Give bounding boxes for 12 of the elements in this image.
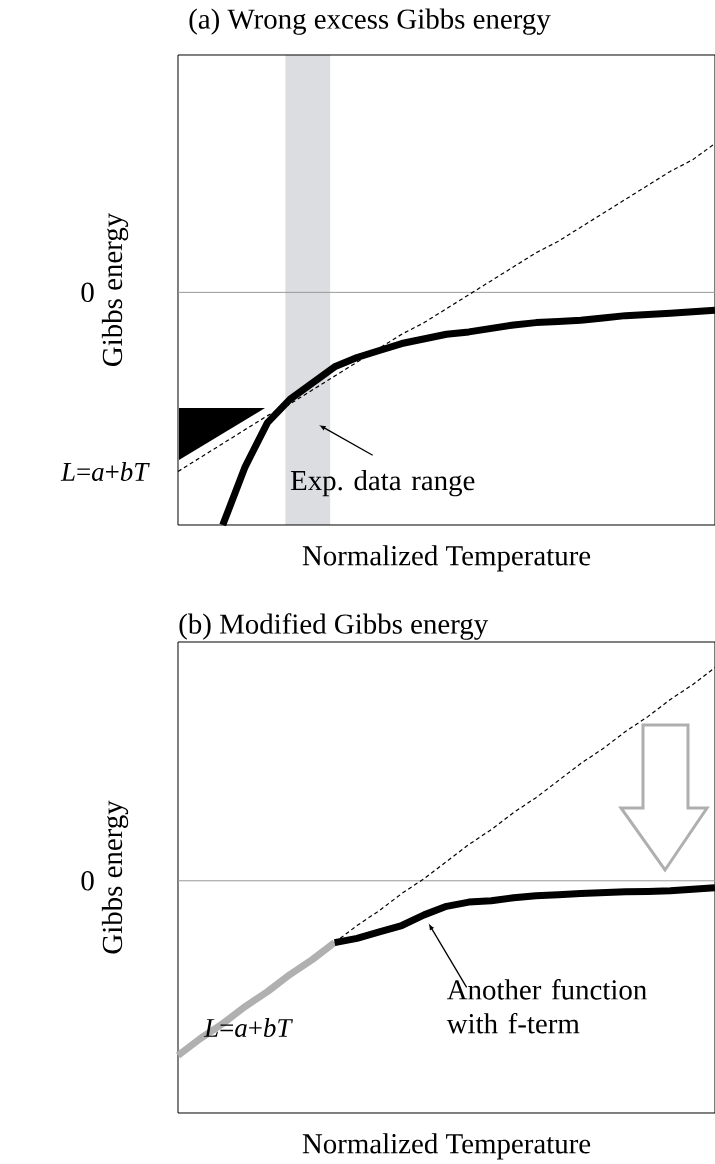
ref-line-label: 0 <box>81 282 94 303</box>
chart-title: (b) Modified Gibbs energy <box>179 613 489 640</box>
series-label: L=a+bT <box>60 462 150 481</box>
y-axis-title: Gibbs energy <box>101 212 129 366</box>
chart-title: (a) Wrong excess Gibbs energy <box>189 8 551 35</box>
series-label: L=a+bT <box>203 1018 293 1038</box>
annotation: Exp. data range <box>290 469 475 497</box>
x-axis-title: Normalized Temperature <box>302 1133 591 1160</box>
x-axis-title: Normalized Temperature <box>302 545 591 572</box>
ref-line-label: 0 <box>81 871 94 891</box>
annotation: Another function with f-term <box>446 979 647 1034</box>
y-axis-title: Gibbs energy <box>101 800 129 954</box>
